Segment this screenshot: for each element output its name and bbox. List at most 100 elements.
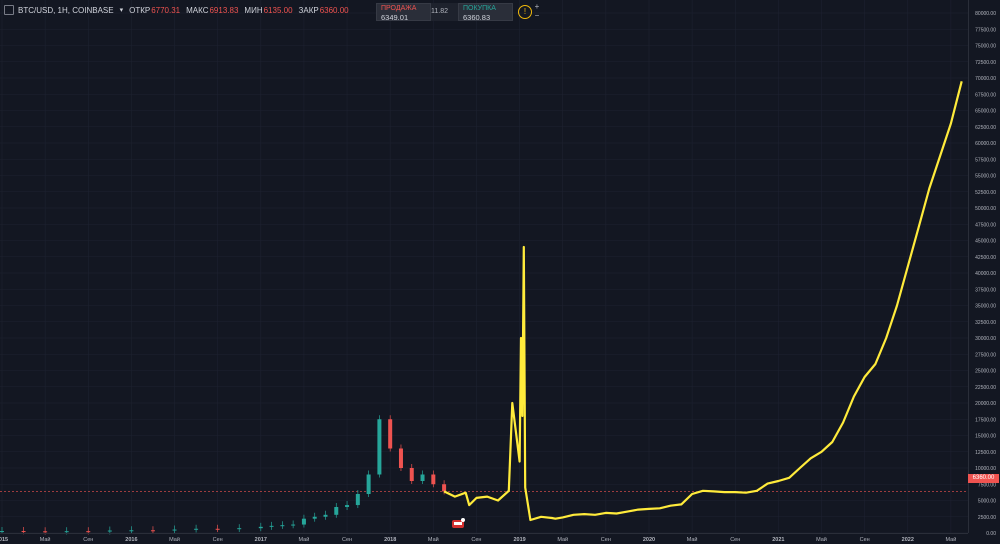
candle (301, 518, 306, 525)
time-tick-label: Сен (83, 537, 93, 543)
candle (269, 525, 274, 527)
buy-price: 6360.83 (463, 13, 491, 22)
price-tick-label: 57500.00 (975, 157, 996, 163)
price-tick-label: 75000.00 (975, 44, 996, 50)
zoom-out-button[interactable]: − (534, 11, 540, 20)
candle (431, 474, 436, 485)
time-tick-label: 2017 (255, 537, 267, 543)
price-tick-label: 67500.00 (975, 92, 996, 98)
time-tick-label: Сен (342, 537, 352, 543)
time-tick-label: Май (40, 536, 51, 543)
candle (345, 505, 350, 507)
price-tick-label: 42500.00 (975, 255, 996, 261)
time-tick-label: Сен (213, 537, 223, 543)
candle (409, 468, 414, 481)
candle (366, 474, 371, 494)
time-tick-label: 2019 (513, 537, 525, 543)
spread-value: 11.82 (431, 3, 458, 21)
price-tick-label: 47500.00 (975, 222, 996, 228)
sell-label: ПРОДАЖА (381, 5, 417, 12)
candle (355, 494, 360, 506)
time-tick-label: 2015 (0, 537, 8, 543)
high-value: 6913.83 (209, 5, 239, 15)
candle (398, 448, 403, 468)
close-label: ЗАКР (298, 5, 319, 15)
chart-legend: BTC/USD, 1H, COINBASE ▾ ОТКР 6770.31 МАКС… (0, 0, 349, 20)
candle (420, 474, 425, 481)
chevron-down-icon[interactable]: ▾ (119, 7, 124, 14)
price-tick-label: 5000.00 (978, 499, 996, 505)
price-tick-label: 32500.00 (975, 320, 996, 326)
candle (334, 507, 339, 515)
time-tick-label: Сен (860, 537, 870, 543)
candle (377, 419, 382, 475)
low-label: МИН (244, 5, 263, 15)
low-value: 6135.00 (263, 5, 293, 15)
price-tick-label: 30000.00 (975, 336, 996, 342)
candle (64, 531, 69, 533)
symbol-menu-icon[interactable] (4, 5, 14, 15)
zoom-in-button[interactable]: + (534, 2, 540, 11)
open-label: ОТКР (129, 5, 151, 15)
symbol-title[interactable]: BTC/USD, 1H, COINBASE (18, 5, 114, 15)
candle (258, 526, 263, 529)
price-tick-label: 17500.00 (975, 417, 996, 423)
sell-price: 6349.01 (381, 13, 409, 22)
candle (172, 529, 177, 531)
price-tick-label: 20000.00 (975, 401, 996, 407)
price-tick-label: 22500.00 (975, 385, 996, 391)
time-tick-label: Май (946, 536, 957, 543)
time-tick-label: 2020 (643, 537, 655, 543)
time-tick-label: 2018 (384, 537, 396, 543)
candle (0, 531, 4, 533)
time-tick-label: Сен (601, 537, 611, 543)
open-value: 6770.31 (151, 5, 181, 15)
sell-button[interactable]: ПРОДАЖА 6349.01 (376, 3, 431, 22)
time-scale[interactable] (0, 533, 968, 544)
info-icon[interactable]: ! (518, 5, 532, 19)
time-tick-label: 2021 (772, 537, 784, 543)
zoom-controls: + − (532, 2, 542, 20)
price-tick-label: 62500.00 (975, 125, 996, 131)
time-tick-label: Сен (471, 537, 481, 543)
price-tick-label: 27500.00 (975, 352, 996, 358)
candle (86, 531, 91, 533)
price-axis-labels: 80000.00 77500.00 75000.00 72500.00 70000.00… (975, 11, 996, 537)
price-tick-label: 25000.00 (975, 369, 996, 375)
buy-button[interactable]: ПОКУПКА 6360.83 (458, 3, 513, 22)
high-label: МАКС (186, 5, 209, 15)
candle (280, 525, 285, 527)
price-tick-label: 12500.00 (975, 450, 996, 456)
forecast-line (443, 81, 963, 522)
price-tick-label: 50000.00 (975, 206, 996, 212)
time-tick-label: Май (816, 536, 827, 543)
candle (129, 530, 134, 532)
candle (194, 528, 199, 530)
candle (107, 530, 112, 532)
chart-grid (0, 0, 968, 534)
close-value: 6360.00 (319, 5, 349, 15)
events-flag-icon[interactable] (452, 518, 466, 529)
price-scale[interactable] (968, 0, 1000, 533)
price-tick-label: 77500.00 (975, 27, 996, 33)
candle (150, 530, 155, 532)
price-tick-label: 35000.00 (975, 304, 996, 310)
price-tick-label: 15000.00 (975, 434, 996, 440)
time-tick-label: Май (687, 536, 698, 543)
price-tick-label: 70000.00 (975, 76, 996, 82)
last-price-tag: 6360.00 (968, 474, 999, 483)
price-tick-label: 7500.00 (978, 482, 996, 488)
buy-label: ПОКУПКА (463, 5, 496, 12)
time-tick-label: Май (299, 536, 310, 543)
price-tick-label: 55000.00 (975, 174, 996, 180)
price-tick-label: 52500.00 (975, 190, 996, 196)
price-tick-label: 10000.00 (975, 466, 996, 472)
price-tick-label: 60000.00 (975, 141, 996, 147)
time-tick-label: Май (557, 536, 568, 543)
candle (388, 419, 393, 449)
candle (215, 528, 220, 530)
candle (442, 484, 447, 492)
time-axis-labels: 2015 Май Сен 2016 Май Сен 2017 Май Сен 2018 Май Сен… (0, 536, 956, 543)
price-tick-label: 45000.00 (975, 239, 996, 245)
